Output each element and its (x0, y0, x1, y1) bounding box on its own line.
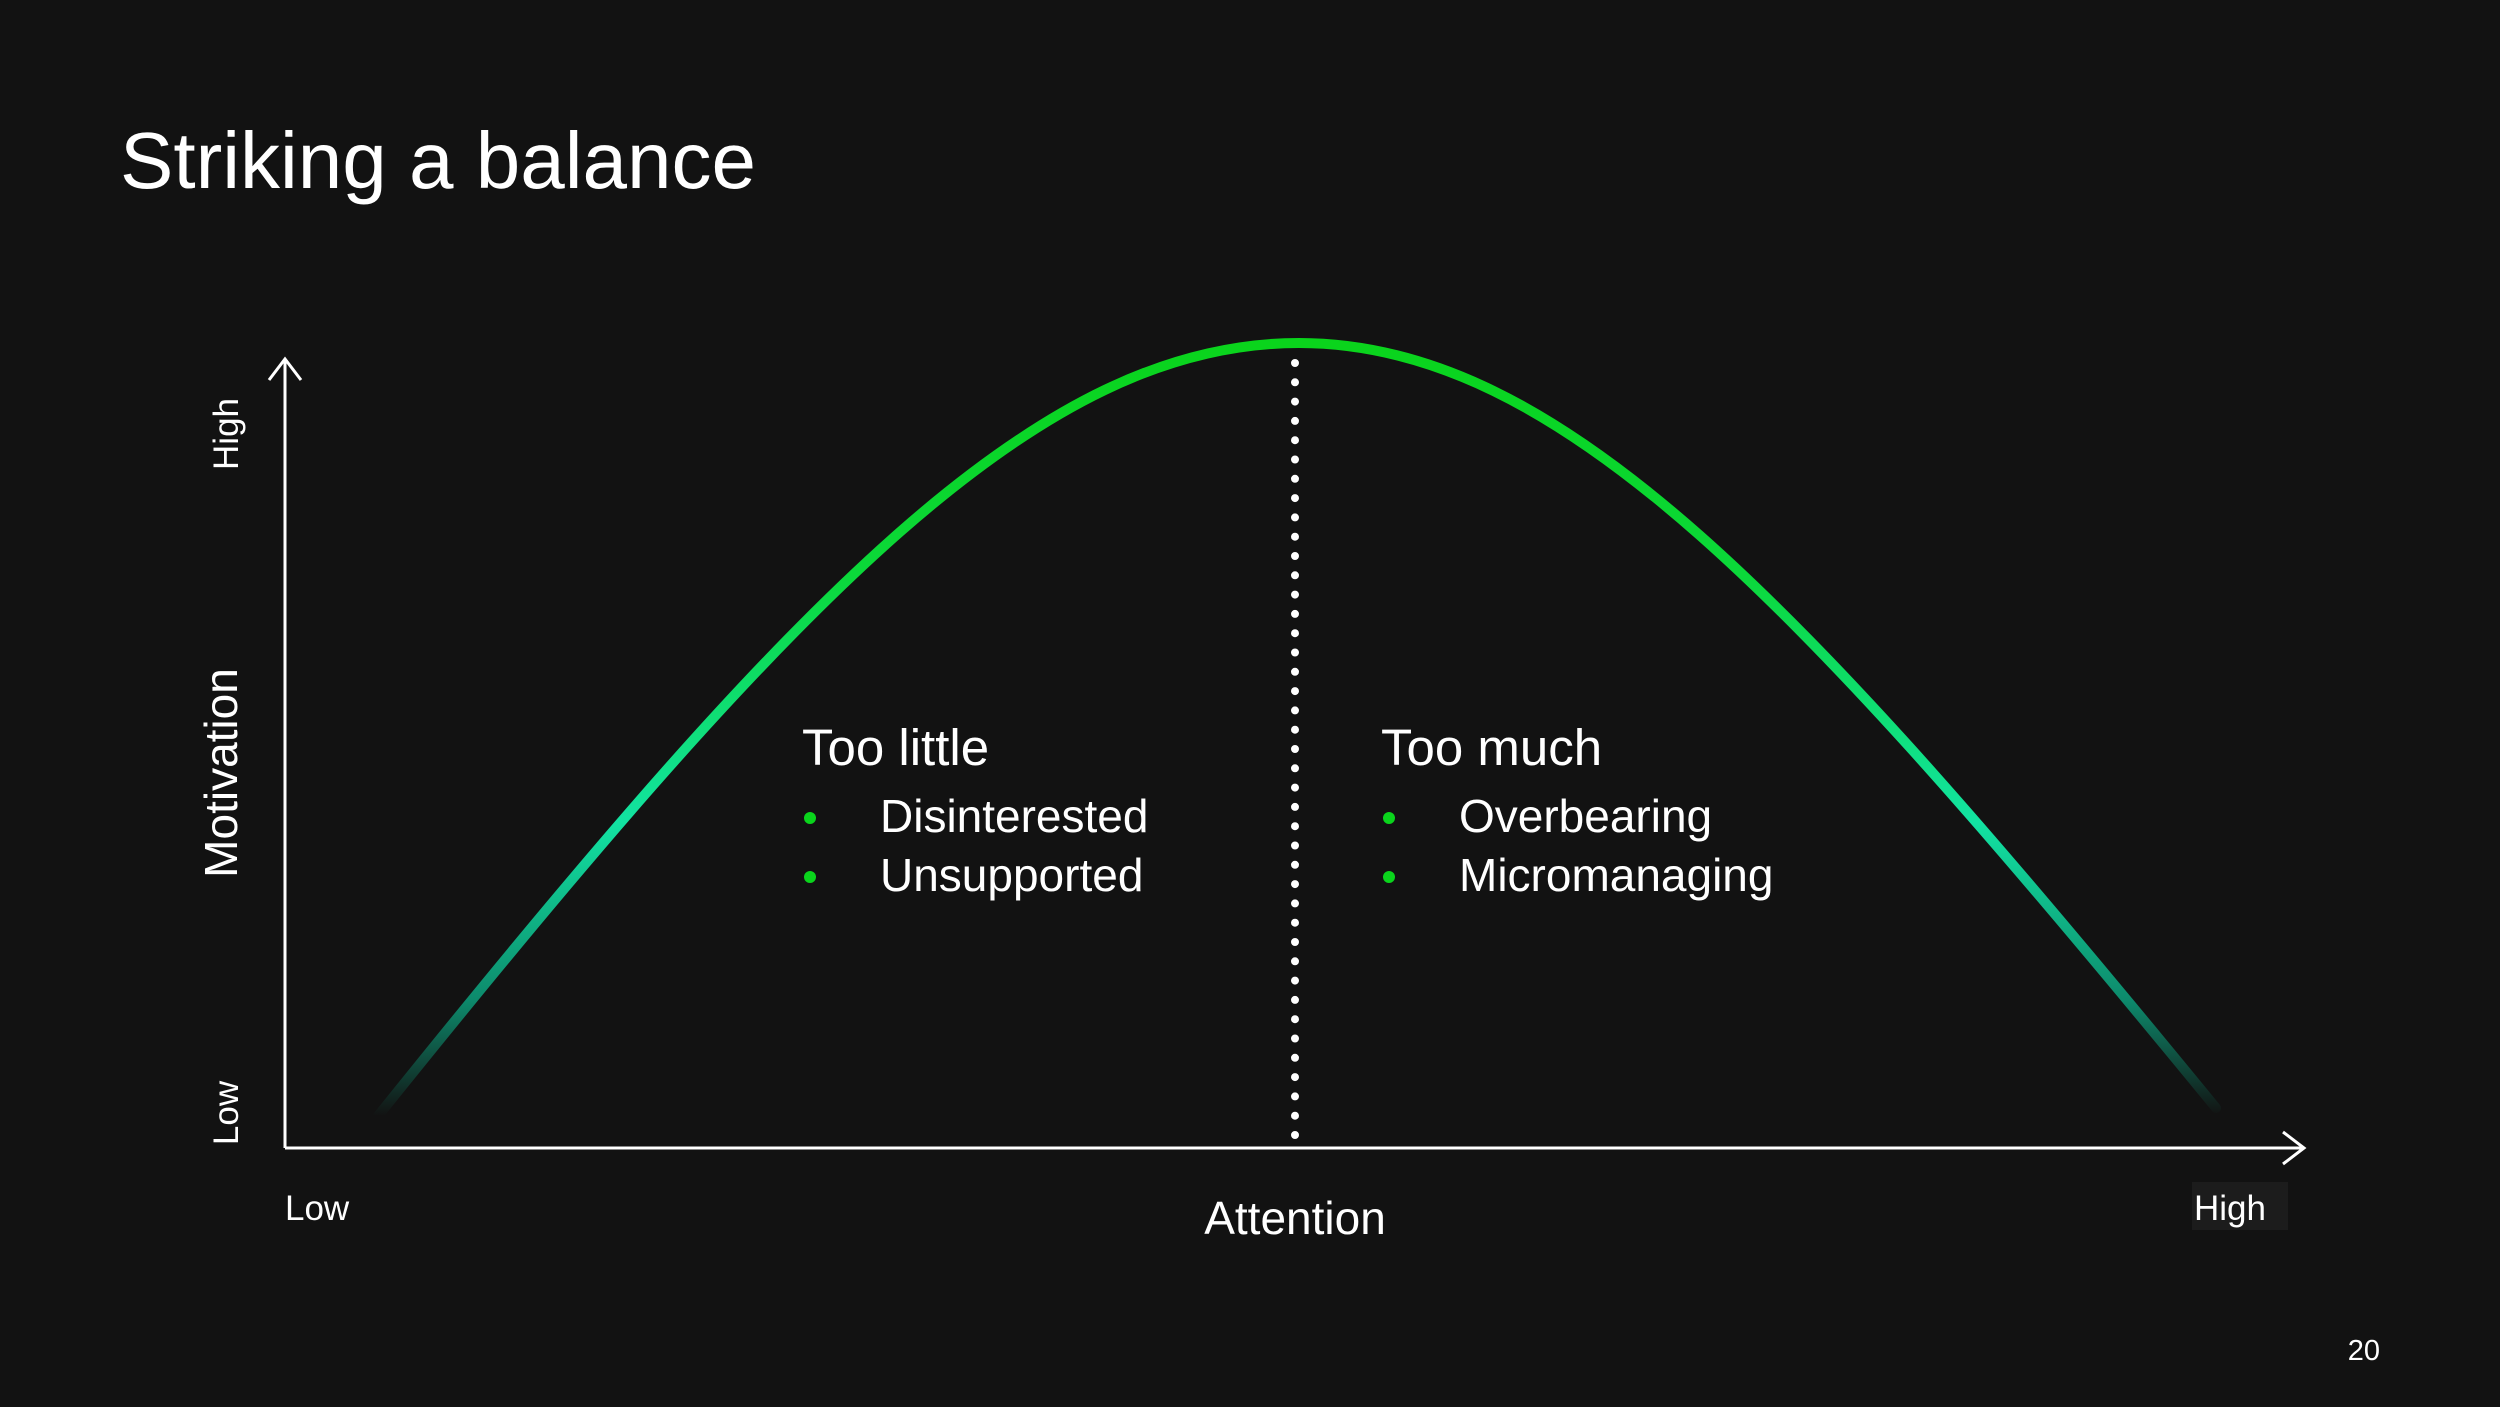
y-axis-arrow (267, 356, 303, 381)
x-high-box (2192, 1182, 2288, 1230)
section-heading: Too little (802, 719, 989, 776)
bullet-dot (1383, 871, 1395, 883)
y-low-label: Low (207, 1080, 246, 1145)
section-heading: Too much (1381, 719, 1602, 776)
x-axis-label: Attention (1204, 1192, 1386, 1244)
bullet-text: Unsupported (880, 849, 1143, 901)
y-high-label: High (207, 398, 246, 470)
bullet-text: Disinterested (880, 790, 1148, 842)
bullet-dot (804, 871, 816, 883)
x-axis-arrow (2282, 1130, 2307, 1166)
slide-title: Striking a balance (120, 116, 756, 205)
page-number: 20 (2348, 1335, 2380, 1367)
bullet-dot (804, 812, 816, 824)
x-high-label: High (2194, 1189, 2266, 1228)
y-axis-label: Motivation (195, 668, 247, 878)
x-low-label: Low (285, 1189, 350, 1228)
bullet-dot (1383, 812, 1395, 824)
bullet-text: Overbearing (1459, 790, 1712, 842)
balance-curve (373, 337, 2221, 1121)
bullet-text: Micromanaging (1459, 849, 1773, 901)
sections: Too little Disinterested Unsupported Too mu… (802, 719, 1773, 901)
